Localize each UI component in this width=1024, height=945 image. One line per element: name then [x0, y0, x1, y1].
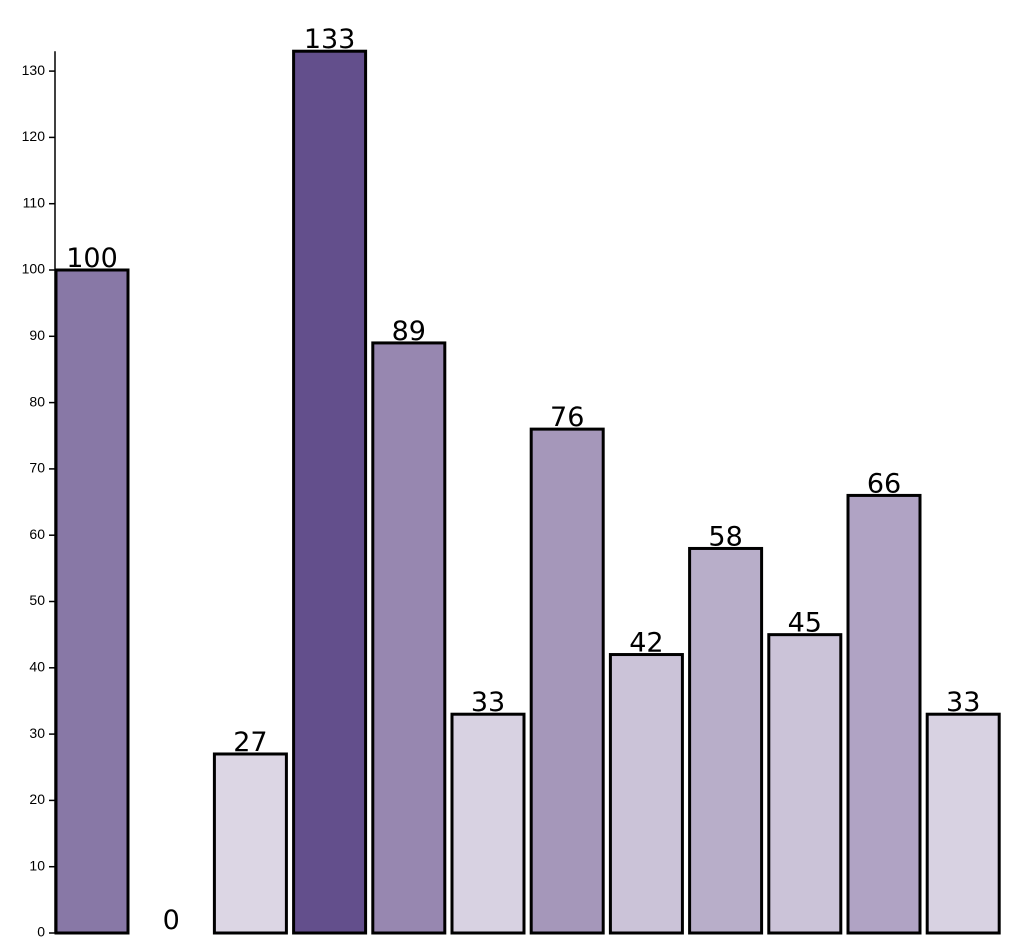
- y-tick-label: 20: [29, 791, 45, 807]
- y-tick-label: 130: [22, 62, 46, 78]
- y-tick-label: 10: [29, 857, 45, 873]
- bar: [371, 341, 447, 935]
- bar-value-label: 0: [163, 905, 180, 936]
- bar: [688, 546, 764, 935]
- y-axis: 0 10 20 30 40 50 60 70 80 90 100 110 120 130: [22, 51, 56, 940]
- data-labels: 100 0 27 133 89 33 76 42 58 45 66 33: [66, 24, 980, 936]
- y-tick-label: 100: [22, 261, 46, 277]
- bar: [846, 493, 922, 935]
- y-tick-label: 30: [29, 725, 45, 741]
- y-tick-label: 80: [29, 393, 45, 409]
- y-tick-label: 90: [29, 327, 45, 343]
- y-tick-label: 120: [22, 128, 46, 144]
- bar-value-label: 27: [233, 727, 267, 758]
- bar-value-label: 100: [66, 243, 118, 274]
- bar: [925, 712, 1001, 935]
- bar: [54, 268, 130, 935]
- bar-value-label: 42: [629, 628, 663, 659]
- bar-value-label: 33: [946, 687, 980, 718]
- bar: [212, 752, 288, 935]
- y-tick-label: 110: [23, 194, 46, 210]
- bar: [529, 427, 605, 935]
- y-tick-label: 70: [29, 460, 45, 476]
- bar: [608, 653, 684, 935]
- bar-value-label: 58: [708, 521, 742, 552]
- bar-value-label: 66: [867, 468, 901, 499]
- bar-value-label: 89: [392, 316, 426, 347]
- y-tick-label: 50: [29, 592, 45, 608]
- y-tick-label: 0: [37, 924, 45, 940]
- bar-value-label: 33: [471, 687, 505, 718]
- bar: [450, 712, 526, 935]
- bars: [54, 49, 1001, 935]
- bar-value-label: 45: [788, 608, 822, 639]
- y-tick-label: 60: [29, 526, 45, 542]
- y-tick-label: 40: [29, 659, 45, 675]
- bar: [767, 633, 843, 935]
- bar-value-label: 76: [550, 402, 584, 433]
- bar-value-label: 133: [304, 24, 356, 55]
- bar: [292, 49, 368, 935]
